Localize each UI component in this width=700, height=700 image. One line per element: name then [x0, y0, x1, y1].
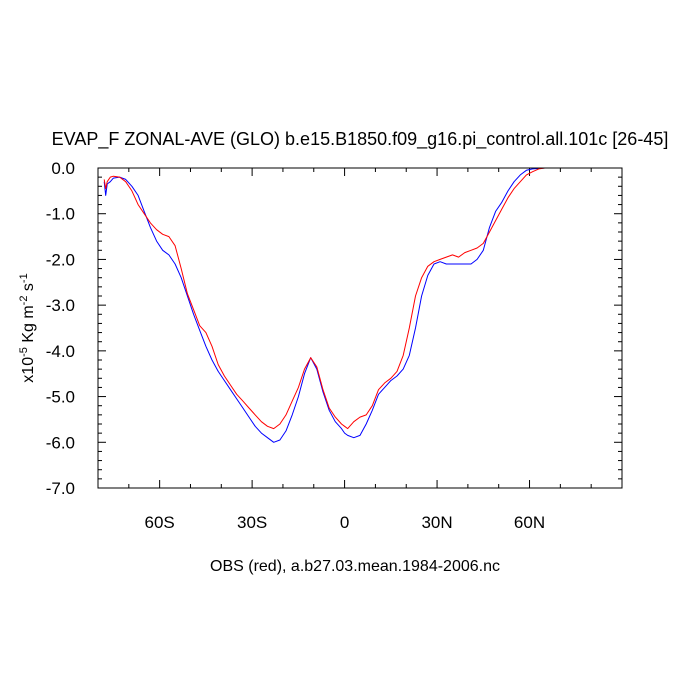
y-label-mid: Kg m: [20, 305, 37, 347]
axis-ticks: [97, 167, 623, 489]
y-axis-label: x10-5 Kg m-2 s-1: [18, 273, 37, 382]
y-tick-labels: 0.0 -1.0 -2.0 -3.0 -4.0 -5.0 -6.0 -7.0: [46, 159, 75, 498]
y-tick-label: -2.0: [46, 250, 75, 269]
x-tick-label: 60S: [145, 513, 175, 532]
y-tick-label: -7.0: [46, 479, 75, 498]
x-tick-labels: 60S 30S 0 30N 60N: [145, 513, 546, 532]
x-tick-label: 0: [340, 513, 349, 532]
y-label-prefix: x10: [20, 357, 37, 383]
x-axis-label: OBS (red), a.b27.03.mean.1984-2006.nc: [210, 558, 500, 575]
x-tick-label: 30S: [237, 513, 267, 532]
y-label-mid2: s: [20, 283, 37, 295]
y-tick-label: -3.0: [46, 296, 75, 315]
y-tick-label: -6.0: [46, 433, 75, 452]
series-line-obs: [103, 168, 619, 430]
x-tick-label: 60N: [514, 513, 545, 532]
series-group: [103, 168, 619, 443]
y-tick-label: 0.0: [51, 159, 75, 178]
y-tick-label: -5.0: [46, 388, 75, 407]
y-label-exp2: -2: [18, 296, 30, 306]
x-tick-label: 30N: [421, 513, 452, 532]
chart-title: EVAP_F ZONAL-AVE (GLO) b.e15.B1850.f09_g…: [52, 129, 669, 150]
y-tick-label: -4.0: [46, 342, 75, 361]
y-label-exp1: -5: [18, 347, 30, 357]
y-tick-label: -1.0: [46, 205, 75, 224]
plot-frame: [97, 167, 623, 489]
series-line-model: [103, 168, 619, 443]
y-label-exp3: -1: [18, 273, 30, 283]
